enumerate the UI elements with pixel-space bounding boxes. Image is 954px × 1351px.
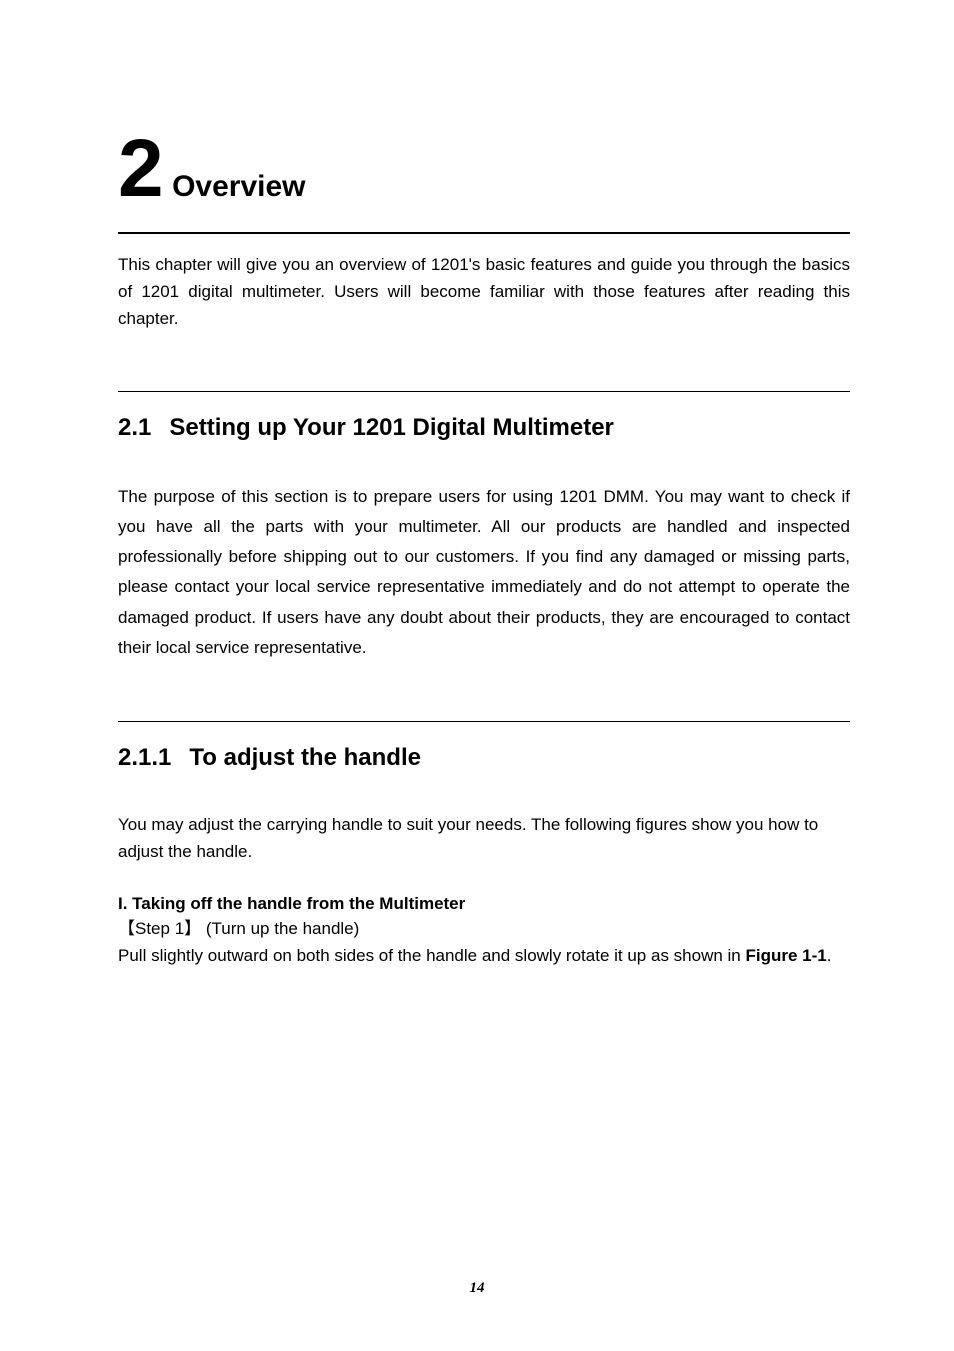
page-number: 14 <box>0 1280 954 1297</box>
subsection-title: To adjust the handle <box>189 744 421 771</box>
step-caption: (Turn up the handle) <box>206 919 359 938</box>
chapter-title: 2 Overview <box>118 128 850 210</box>
section-heading-2-1: 2.1 Setting up Your 1201 Digital Multimet… <box>118 414 850 442</box>
step-1-label: 【Step 1】 (Turn up the handle) <box>118 916 850 943</box>
chapter-number: 2 <box>118 128 162 210</box>
chapter-word: Overview <box>172 170 305 204</box>
section-number: 2.1 <box>118 414 151 441</box>
section-rule-2-1 <box>118 391 850 392</box>
figure-ref: Figure 1-1 <box>745 946 826 965</box>
section-heading-2-1-1: 2.1.1 To adjust the handle <box>118 744 850 772</box>
section-title: Setting up Your 1201 Digital Multimeter <box>169 414 614 441</box>
sub-heading-i: I. Taking off the handle from the Multim… <box>118 894 850 914</box>
bracket-close: 】 <box>184 919 201 938</box>
subsection-body-2-1-1: You may adjust the carrying handle to su… <box>118 812 850 866</box>
chapter-intro: This chapter will give you an overview o… <box>118 252 850 333</box>
chapter-rule <box>118 232 850 234</box>
section-body-2-1: The purpose of this section is to prepar… <box>118 482 850 664</box>
step-body-pre: Pull slightly outward on both sides of t… <box>118 946 745 965</box>
step-body-post: . <box>827 946 832 965</box>
step-text: Step 1 <box>135 919 184 938</box>
bracket-open: 【 <box>118 919 135 938</box>
step-1-body: Pull slightly outward on both sides of t… <box>118 943 850 970</box>
section-rule-2-1-1 <box>118 721 850 722</box>
subsection-number: 2.1.1 <box>118 744 171 771</box>
